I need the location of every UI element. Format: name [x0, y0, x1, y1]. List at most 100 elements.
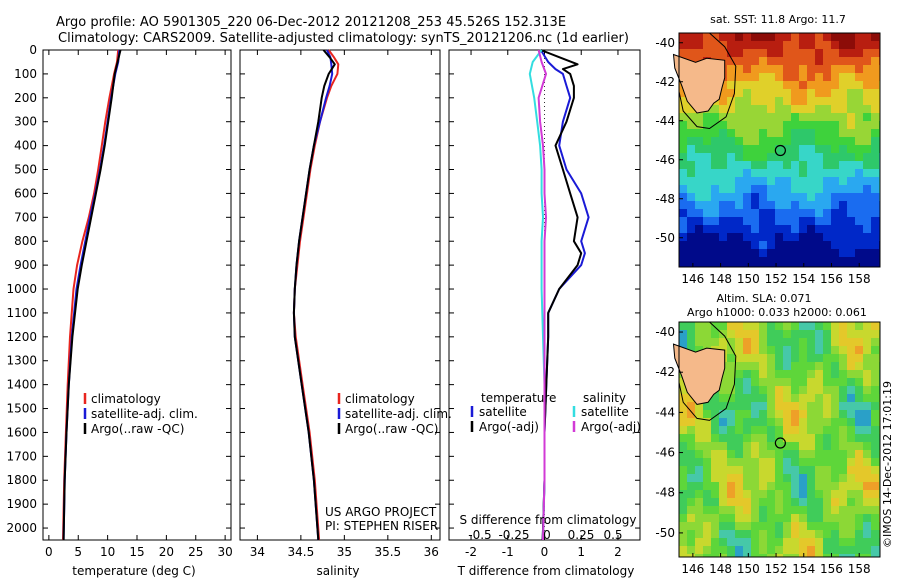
heatmap-cell	[791, 41, 800, 50]
heatmap-cell	[823, 233, 832, 242]
heatmap-cell	[727, 506, 736, 515]
heatmap-cell	[687, 450, 696, 459]
heatmap-cell	[807, 378, 816, 387]
heatmap-cell	[839, 225, 848, 234]
heatmap-cell	[807, 538, 816, 547]
heatmap-cell	[847, 530, 856, 539]
series-line-argo-adj-	[537, 49, 547, 541]
heatmap-cell	[735, 442, 744, 451]
heatmap-cell	[727, 185, 736, 194]
heatmap-cell	[695, 49, 704, 58]
heatmap-cell	[855, 530, 864, 539]
heatmap-cell	[759, 554, 768, 558]
heatmap-cell	[783, 49, 792, 58]
heatmap-cell	[735, 65, 744, 74]
heatmap-cell	[799, 378, 808, 387]
heatmap-cell	[839, 426, 848, 435]
heatmap-cell	[759, 65, 768, 74]
heatmap-cell	[815, 41, 824, 50]
heatmap-cell	[831, 97, 840, 106]
heatmap-cell	[719, 49, 728, 58]
heatmap-cell	[727, 65, 736, 74]
heatmap-cell	[791, 105, 800, 114]
heatmap-cell	[759, 73, 768, 82]
heatmap-cell	[695, 554, 704, 558]
heatmap-cell	[783, 370, 792, 379]
heatmap-cell	[783, 490, 792, 499]
heatmap-cell	[751, 233, 760, 242]
heatmap-cell	[711, 225, 720, 234]
heatmap-cell	[695, 474, 704, 483]
heatmap-cell	[855, 137, 864, 146]
heatmap-cell	[815, 73, 824, 82]
heatmap-cell	[799, 522, 808, 531]
heatmap-cell	[783, 498, 792, 507]
heatmap-cell	[679, 121, 688, 130]
heatmap-cell	[679, 442, 688, 451]
heatmap-cell	[767, 153, 776, 162]
heatmap-cell	[823, 402, 832, 411]
heatmap-cell	[719, 225, 728, 234]
heatmap-cell	[687, 410, 696, 419]
heatmap-cell	[759, 466, 768, 475]
heatmap-cell	[727, 322, 736, 331]
heatmap-cell	[751, 330, 760, 339]
heatmap-cell	[687, 522, 696, 531]
heatmap-cell	[799, 466, 808, 475]
heatmap-cell	[679, 506, 688, 515]
heatmap-cell	[871, 442, 880, 451]
heatmap-cell	[807, 33, 816, 42]
heatmap-cell	[863, 233, 872, 242]
heatmap-cell	[775, 57, 784, 66]
heatmap-cell	[767, 490, 776, 499]
heatmap-cell	[783, 546, 792, 555]
heatmap-cell	[863, 434, 872, 443]
heatmap-cell	[727, 169, 736, 178]
legend-title-temperature: temperature	[481, 391, 556, 405]
heatmap-cell	[807, 362, 816, 371]
heatmap-cell	[783, 121, 792, 130]
heatmap-cell	[863, 426, 872, 435]
heatmap-cell	[831, 394, 840, 403]
heatmap-cell	[759, 490, 768, 499]
heatmap-cell	[783, 434, 792, 443]
heatmap-cell	[847, 490, 856, 499]
heatmap-cell	[791, 129, 800, 138]
heatmap-cell	[783, 169, 792, 178]
heatmap-cell	[823, 33, 832, 42]
heatmap-cell	[775, 514, 784, 523]
y-tick-label: 0	[29, 43, 37, 57]
heatmap-cell	[799, 418, 808, 427]
heatmap-cell	[735, 386, 744, 395]
heatmap-cell	[679, 474, 688, 483]
heatmap-cell	[815, 522, 824, 531]
heatmap-cell	[751, 177, 760, 186]
heatmap-cell	[751, 185, 760, 194]
heatmap-cell	[743, 137, 752, 146]
x-tick-label: 30	[217, 545, 232, 559]
heatmap-cell	[759, 538, 768, 547]
y-tick-label: -44	[655, 405, 675, 419]
heatmap-cell	[775, 89, 784, 98]
heatmap-cell	[759, 161, 768, 170]
heatmap-cell	[695, 482, 704, 491]
x-tick-label: 158	[848, 562, 871, 576]
heatmap-cell	[839, 538, 848, 547]
difference-xlabel-top: S difference from climatology	[460, 513, 637, 527]
heatmap-cell	[863, 89, 872, 98]
heatmap-cell	[775, 209, 784, 218]
heatmap-cell	[855, 362, 864, 371]
heatmap-cell	[687, 201, 696, 210]
heatmap-cell	[735, 458, 744, 467]
heatmap-cell	[815, 386, 824, 395]
heatmap-cell	[687, 241, 696, 250]
heatmap-cell	[783, 97, 792, 106]
heatmap-cell	[863, 209, 872, 218]
heatmap-cell	[727, 386, 736, 395]
heatmap-cell	[751, 450, 760, 459]
heatmap-cell	[759, 57, 768, 66]
heatmap-cell	[735, 426, 744, 435]
heatmap-cell	[695, 338, 704, 347]
heatmap-cell	[839, 33, 848, 42]
heatmap-cell	[759, 121, 768, 130]
